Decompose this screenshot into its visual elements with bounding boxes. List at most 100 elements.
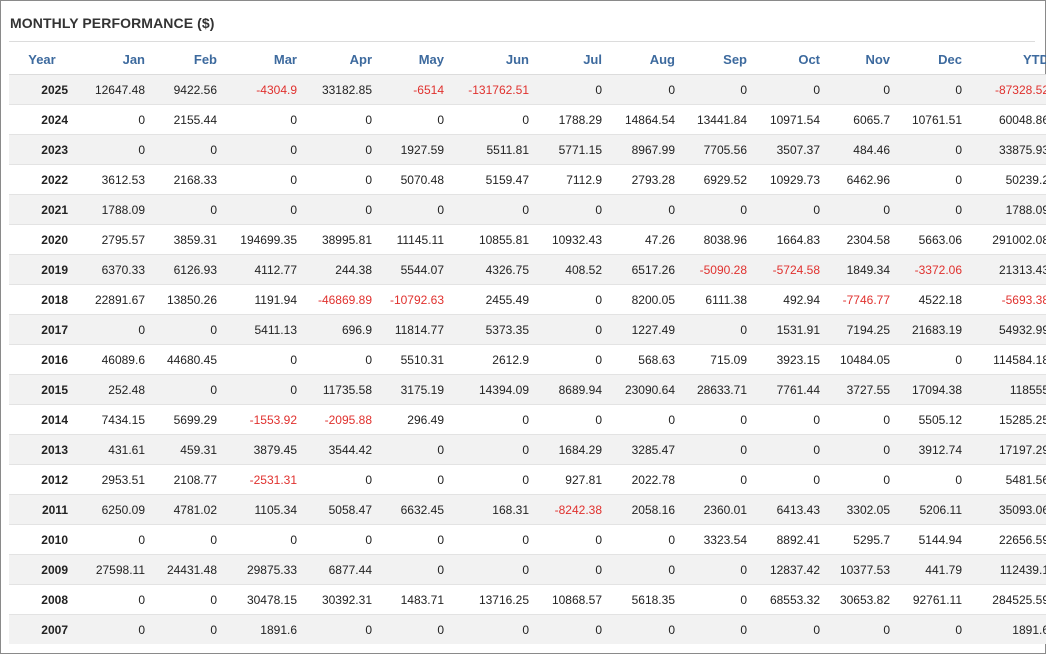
row-year-cell: 2009 bbox=[9, 554, 75, 585]
cell-mar: 1105.34 bbox=[223, 494, 303, 525]
cell-jul: 0 bbox=[535, 284, 608, 315]
cell-jul: 8689.94 bbox=[535, 374, 608, 405]
cell-oct: 68553.32 bbox=[753, 584, 826, 615]
cell-nov: 10377.53 bbox=[826, 554, 896, 585]
cell-oct: 10971.54 bbox=[753, 104, 826, 135]
cell-sep: 0 bbox=[681, 74, 753, 105]
title-divider bbox=[9, 41, 1035, 42]
cell-jun: 0 bbox=[450, 104, 535, 135]
cell-ytd: 284525.59 bbox=[968, 584, 1046, 615]
table-row: 2019 6370.33 6126.93 4112.77 244.38 5544.07 43… bbox=[9, 254, 1046, 285]
cell-dec: 0 bbox=[896, 614, 968, 644]
cell-ytd: 118555 bbox=[968, 374, 1046, 405]
cell-aug: 6517.26 bbox=[608, 254, 681, 285]
cell-apr: 0 bbox=[303, 614, 378, 644]
row-year-cell: 2023 bbox=[9, 134, 75, 165]
table-row: 2013 431.61 459.31 3879.45 3544.42 0 0 1684.29 3… bbox=[9, 434, 1046, 465]
cell-feb: 0 bbox=[151, 134, 223, 165]
cell-aug: 8200.05 bbox=[608, 284, 681, 315]
cell-feb: 3859.31 bbox=[151, 224, 223, 255]
cell-jun: 0 bbox=[450, 194, 535, 225]
cell-jan: 0 bbox=[75, 104, 151, 135]
cell-dec: 5206.11 bbox=[896, 494, 968, 525]
row-year-cell: 2008 bbox=[9, 584, 75, 615]
cell-oct: 1531.91 bbox=[753, 314, 826, 345]
column-header-apr: Apr bbox=[303, 44, 378, 75]
cell-sep: 13441.84 bbox=[681, 104, 753, 135]
cell-sep: 8038.96 bbox=[681, 224, 753, 255]
column-header-dec: Dec bbox=[896, 44, 968, 75]
cell-oct: 6413.43 bbox=[753, 494, 826, 525]
cell-aug: 2022.78 bbox=[608, 464, 681, 495]
cell-nov: 3302.05 bbox=[826, 494, 896, 525]
cell-oct: 3507.37 bbox=[753, 134, 826, 165]
cell-ytd: -87328.52 bbox=[968, 74, 1046, 105]
column-header-jun: Jun bbox=[450, 44, 535, 75]
cell-jan: 0 bbox=[75, 614, 151, 644]
cell-ytd: 291002.08 bbox=[968, 224, 1046, 255]
cell-sep: 3323.54 bbox=[681, 524, 753, 555]
cell-oct: 10929.73 bbox=[753, 164, 826, 195]
cell-apr: 244.38 bbox=[303, 254, 378, 285]
row-year-cell: 2024 bbox=[9, 104, 75, 135]
cell-jun: 0 bbox=[450, 524, 535, 555]
cell-jul: 0 bbox=[535, 614, 608, 644]
cell-may: 5510.31 bbox=[378, 344, 450, 375]
cell-apr: -2095.88 bbox=[303, 404, 378, 435]
cell-aug: 568.63 bbox=[608, 344, 681, 375]
cell-sep: 715.09 bbox=[681, 344, 753, 375]
cell-dec: 0 bbox=[896, 164, 968, 195]
cell-ytd: 15285.25 bbox=[968, 404, 1046, 435]
cell-apr: 5058.47 bbox=[303, 494, 378, 525]
cell-sep: 0 bbox=[681, 464, 753, 495]
row-year-cell: 2021 bbox=[9, 194, 75, 225]
cell-may: 1927.59 bbox=[378, 134, 450, 165]
table-row: 2024 0 2155.44 0 0 0 0 1788.29 14864.54 13441.84 1… bbox=[9, 104, 1046, 135]
cell-jun: 4326.75 bbox=[450, 254, 535, 285]
cell-may: 6632.45 bbox=[378, 494, 450, 525]
cell-apr: 3544.42 bbox=[303, 434, 378, 465]
cell-may: -6514 bbox=[378, 74, 450, 105]
row-year-cell: 2018 bbox=[9, 284, 75, 315]
cell-jul: 0 bbox=[535, 194, 608, 225]
table-row: 2009 27598.11 24431.48 29875.33 6877.44 0 0 0 0 0… bbox=[9, 554, 1046, 585]
row-year-cell: 2015 bbox=[9, 374, 75, 405]
cell-mar: 29875.33 bbox=[223, 554, 303, 585]
cell-ytd: 1788.09 bbox=[968, 194, 1046, 225]
cell-oct: 8892.41 bbox=[753, 524, 826, 555]
cell-jul: 408.52 bbox=[535, 254, 608, 285]
cell-jan: 46089.6 bbox=[75, 344, 151, 375]
cell-jan: 7434.15 bbox=[75, 404, 151, 435]
cell-nov: 0 bbox=[826, 434, 896, 465]
table-row: 2021 1788.09 0 0 0 0 0 0 0 0 0 0 0 1788.09 bbox=[9, 194, 1046, 225]
cell-jan: 0 bbox=[75, 584, 151, 615]
cell-jun: 5159.47 bbox=[450, 164, 535, 195]
column-header-feb: Feb bbox=[151, 44, 223, 75]
cell-jan: 0 bbox=[75, 524, 151, 555]
cell-sep: 0 bbox=[681, 404, 753, 435]
cell-sep: 0 bbox=[681, 434, 753, 465]
table-row: 2020 2795.57 3859.31 194699.35 38995.81 11145… bbox=[9, 224, 1046, 255]
cell-ytd: 17197.29 bbox=[968, 434, 1046, 465]
cell-feb: 4781.02 bbox=[151, 494, 223, 525]
cell-ytd: 114584.18 bbox=[968, 344, 1046, 375]
cell-jan: 0 bbox=[75, 314, 151, 345]
cell-feb: 24431.48 bbox=[151, 554, 223, 585]
cell-oct: 12837.42 bbox=[753, 554, 826, 585]
column-header-jan: Jan bbox=[75, 44, 151, 75]
cell-jul: 0 bbox=[535, 554, 608, 585]
cell-feb: 6126.93 bbox=[151, 254, 223, 285]
cell-sep: 7705.56 bbox=[681, 134, 753, 165]
cell-feb: 13850.26 bbox=[151, 284, 223, 315]
row-year-cell: 2013 bbox=[9, 434, 75, 465]
cell-apr: 0 bbox=[303, 194, 378, 225]
cell-may: 0 bbox=[378, 614, 450, 644]
cell-oct: 0 bbox=[753, 464, 826, 495]
cell-nov: 0 bbox=[826, 194, 896, 225]
cell-mar: -4304.9 bbox=[223, 74, 303, 105]
cell-jun: 5511.81 bbox=[450, 134, 535, 165]
table-row: 2025 12647.48 9422.56 -4304.9 33182.85 -6514-… bbox=[9, 74, 1046, 105]
cell-jan: 12647.48 bbox=[75, 74, 151, 105]
cell-oct: -5724.58 bbox=[753, 254, 826, 285]
cell-sep: 0 bbox=[681, 194, 753, 225]
